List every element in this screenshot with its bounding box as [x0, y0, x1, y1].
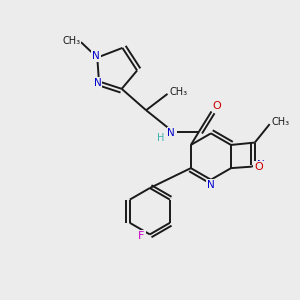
Text: CH₃: CH₃ — [170, 87, 188, 98]
Text: F: F — [138, 231, 145, 241]
Text: H: H — [157, 133, 164, 143]
Text: N: N — [207, 180, 215, 190]
Text: O: O — [254, 162, 263, 172]
Text: CH₃: CH₃ — [62, 36, 80, 46]
Text: N: N — [257, 160, 265, 170]
Text: CH₃: CH₃ — [272, 117, 290, 127]
Text: N: N — [167, 128, 175, 138]
Text: N: N — [92, 51, 100, 61]
Text: O: O — [212, 101, 221, 111]
Text: N: N — [94, 78, 101, 88]
